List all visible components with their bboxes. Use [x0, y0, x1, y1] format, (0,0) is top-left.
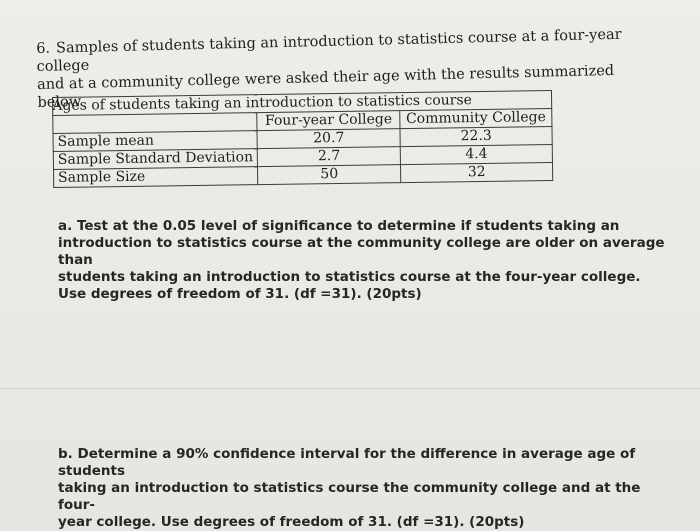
- size-four-year: 50: [257, 164, 401, 185]
- sd-community: 4.4: [400, 144, 553, 165]
- part-a: a. Test at the 0.05 level of significanc…: [58, 218, 668, 303]
- header-four-year: Four-year College: [256, 110, 401, 131]
- part-b-line-2: taking an introduction to statistics cou…: [58, 480, 641, 513]
- part-a-line-1: a. Test at the 0.05 level of significanc…: [58, 218, 620, 234]
- sd-four-year: 2.7: [257, 146, 401, 167]
- part-b-line-1: b. Determine a 90% confidence interval f…: [58, 446, 636, 479]
- part-a-line-3: students taking an introduction to stati…: [58, 269, 641, 285]
- part-a-line-4: Use degrees of freedom of 31. (df =31). …: [58, 286, 422, 302]
- part-b: b. Determine a 90% confidence interval f…: [58, 446, 668, 531]
- page-divider: [0, 388, 700, 389]
- ages-table: Ages of students taking an introduction …: [52, 90, 553, 188]
- size-community: 32: [400, 162, 553, 183]
- part-a-line-2: introduction to statistics course at the…: [58, 235, 665, 268]
- part-b-line-3: year college. Use degrees of freedom of …: [58, 514, 525, 530]
- mean-community: 22.3: [400, 126, 553, 147]
- row-label-size: Sample Size: [53, 166, 258, 188]
- problem-number: 6.: [36, 40, 51, 57]
- mean-four-year: 20.7: [257, 128, 401, 149]
- header-community: Community College: [399, 108, 552, 129]
